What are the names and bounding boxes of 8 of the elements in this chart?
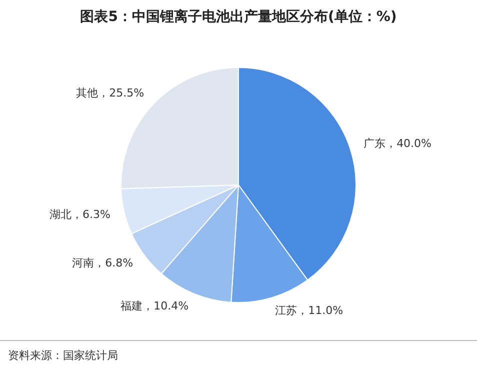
slice-label: 其他，25.5% <box>76 86 144 100</box>
chart-title: 图表5：中国锂离子电池出产量地区分布(单位：%) <box>79 8 398 26</box>
slice-label: 福建，10.4% <box>120 300 189 313</box>
slice-label: 湖北，6.3% <box>49 208 110 221</box>
slice-label: 河南，6.8% <box>72 256 134 270</box>
text: 资料来源：国家统计局 <box>8 348 118 363</box>
slice-label: 广东，40.0% <box>364 137 432 150</box>
slice-label: 江苏，11.0% <box>275 304 344 318</box>
